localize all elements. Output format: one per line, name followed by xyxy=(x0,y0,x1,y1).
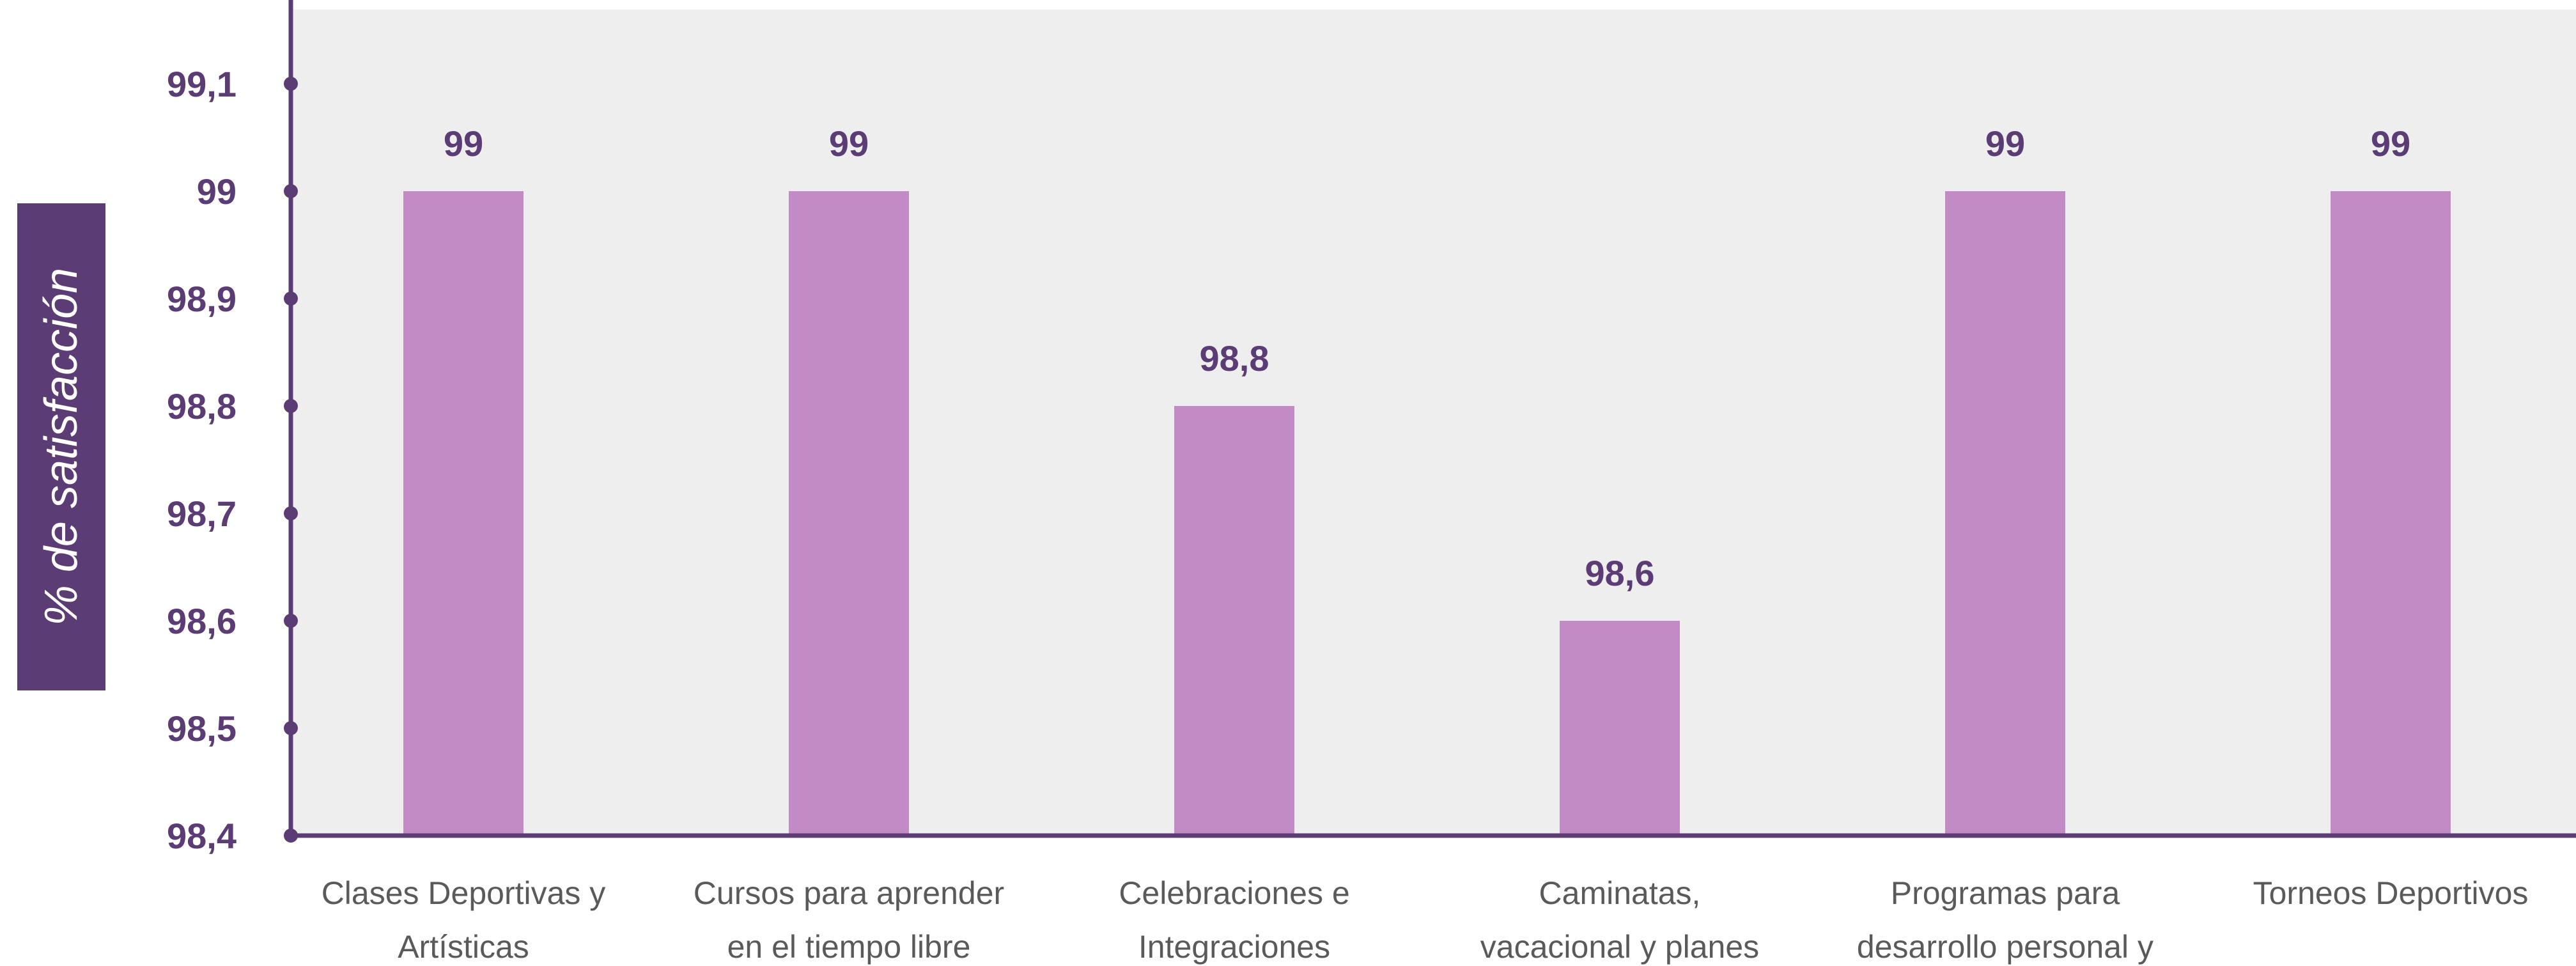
y-tick-marker xyxy=(284,292,298,306)
x-tick-label-line: Caminatas, xyxy=(1539,875,1701,911)
y-tick-label: 99,1 xyxy=(167,64,237,104)
data-label: 98,6 xyxy=(1585,553,1655,593)
y-tick-label: 98,4 xyxy=(167,816,237,856)
category-labels-group: Clases Deportivas y Artísticas Cursos para… xyxy=(322,875,2529,965)
y-axis-title: % de satisfacción xyxy=(17,203,105,690)
y-tick-marker xyxy=(284,399,298,413)
bar-6 xyxy=(2331,191,2451,836)
bars-group xyxy=(403,191,2451,836)
y-tick-label: 98,8 xyxy=(167,386,237,426)
y-ticks-group: 98,4 98,5 98,6 98,7 98,8 98,9 99 99,1 xyxy=(167,64,298,856)
x-tick-label: Celebraciones e Integraciones xyxy=(1119,875,1349,965)
x-tick-label-line: Cursos para aprender xyxy=(694,875,1004,911)
x-tick-label-line: Programas para xyxy=(1891,875,2120,911)
bar-3 xyxy=(1174,406,1294,836)
x-tick-label: Torneos Deportivos xyxy=(2253,875,2529,911)
y-tick-label: 99 xyxy=(197,171,237,212)
y-axis-title-text: % de satisfacción xyxy=(36,268,87,626)
y-tick-label: 98,6 xyxy=(167,601,237,641)
bar-1 xyxy=(403,191,524,836)
x-tick-label-line: vacacional y planes xyxy=(1480,929,1759,965)
x-tick-label-line: en el tiempo libre xyxy=(727,929,971,965)
y-tick-marker xyxy=(284,77,298,91)
axes-group xyxy=(288,0,2576,838)
y-tick-marker xyxy=(284,506,298,520)
y-tick-label: 98,7 xyxy=(167,494,237,534)
x-tick-label: Cursos para aprender en el tiempo libre xyxy=(694,875,1004,965)
x-tick-label-line: desarrollo personal y xyxy=(1857,929,2153,965)
data-label: 99 xyxy=(829,123,869,164)
y-tick-marker xyxy=(284,721,298,735)
y-tick-label: 98,5 xyxy=(167,708,237,749)
x-tick-label-line: Celebraciones e xyxy=(1119,875,1349,911)
x-tick-label-line: Torneos Deportivos xyxy=(2253,875,2529,911)
x-tick-label-line: Artísticas xyxy=(398,929,529,965)
data-label: 99 xyxy=(2371,123,2410,164)
bar-5 xyxy=(1945,191,2065,836)
y-tick-marker xyxy=(284,184,298,198)
plot-area xyxy=(291,10,2576,836)
y-axis-title-box xyxy=(17,203,105,690)
y-tick-marker xyxy=(284,829,298,843)
x-tick-label-line: Clases Deportivas y xyxy=(322,875,606,911)
y-tick-marker xyxy=(284,614,298,628)
bar-2 xyxy=(789,191,909,836)
x-tick-label-line: Integraciones xyxy=(1138,929,1330,965)
x-tick-label: Caminatas, vacacional y planes xyxy=(1480,875,1759,965)
data-label: 99 xyxy=(444,123,483,164)
bar-4 xyxy=(1560,621,1680,836)
data-labels-group: 99 99 98,8 98,6 99 99 xyxy=(444,123,2410,593)
y-tick-label: 98,9 xyxy=(167,279,237,319)
x-tick-label: Clases Deportivas y Artísticas xyxy=(322,875,606,965)
data-label: 99 xyxy=(1985,123,2025,164)
data-label: 98,8 xyxy=(1200,338,1269,378)
x-tick-label: Programas para desarrollo personal y xyxy=(1857,875,2153,965)
